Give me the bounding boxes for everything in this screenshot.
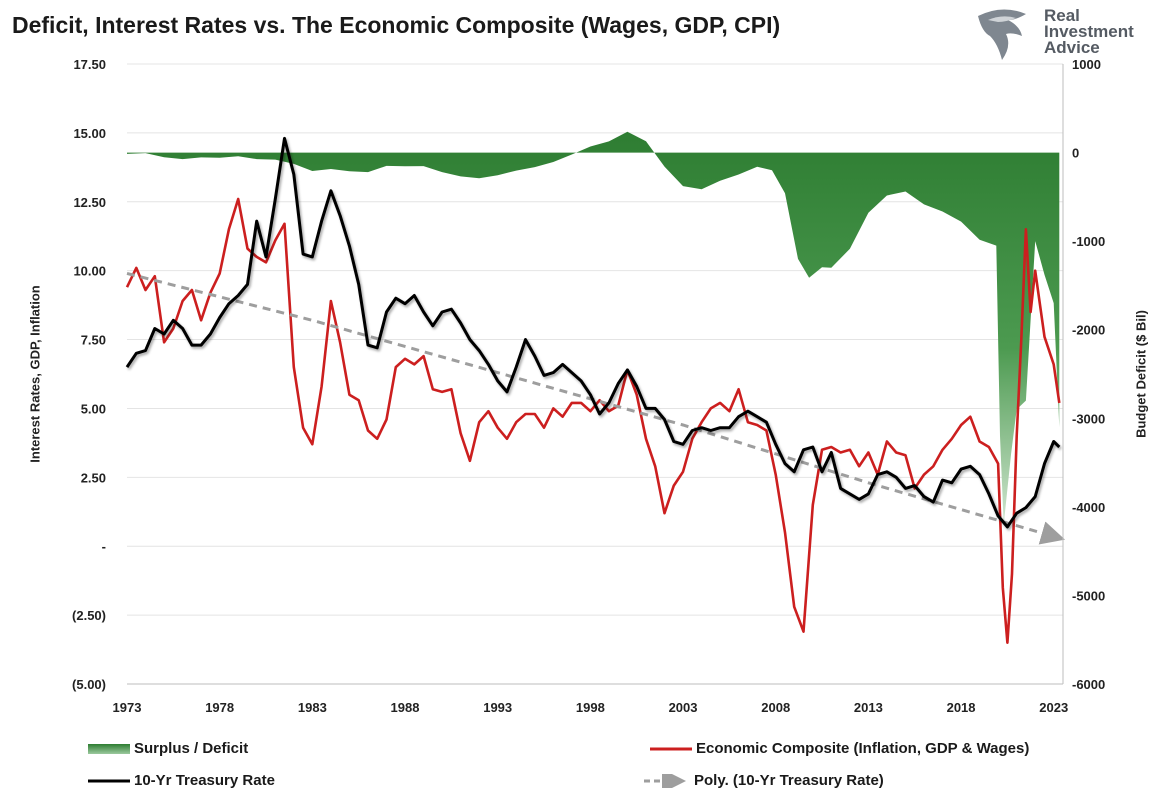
y-axis-label-left: Interest Rates, GDP, Inflation	[27, 285, 43, 463]
y-tick-label: 5.00	[81, 401, 106, 416]
y-tick-label: 10.00	[73, 264, 106, 279]
y-tick-label: (5.00)	[72, 677, 106, 692]
x-tick-label: 2003	[669, 700, 698, 715]
legend-swatch-economic	[650, 747, 692, 750]
y-tick-label: 2.50	[81, 470, 106, 485]
x-tick-label: 2008	[761, 700, 790, 715]
legend-swatch-deficit	[88, 743, 130, 754]
legend-swatch-treasury	[88, 779, 130, 782]
x-tick-label: 1973	[113, 700, 142, 715]
y2-tick-label: -6000	[1072, 677, 1105, 692]
treasury-rate-line	[125, 136, 1061, 529]
legend-label-economic: Economic Composite (Inflation, GDP & Wag…	[696, 740, 1030, 757]
x-tick-label: 2023	[1039, 700, 1068, 715]
deficit-area	[127, 131, 1060, 525]
y-tick-label: 12.50	[73, 195, 106, 210]
x-tick-label: 1998	[576, 700, 605, 715]
legend-item-poly: Poly. (10-Yr Treasury Rate)	[642, 772, 884, 789]
legend-item-deficit: Surplus / Deficit	[88, 740, 248, 757]
y2-tick-label: -1000	[1072, 234, 1105, 249]
legend-label-treasury: 10-Yr Treasury Rate	[134, 772, 275, 789]
x-tick-label: 2013	[854, 700, 883, 715]
logo-line-1: Real	[1044, 6, 1080, 25]
x-tick-label: 1983	[298, 700, 327, 715]
y2-tick-label: -3000	[1072, 411, 1105, 426]
logo-line-3: Advice	[1044, 38, 1100, 57]
eagle-head-icon	[978, 9, 1026, 61]
gridlines	[127, 63, 1063, 685]
y2-tick-label: -2000	[1072, 323, 1105, 338]
y-tick-label: 15.00	[73, 126, 106, 141]
y-tick-label: 7.50	[81, 333, 106, 348]
y2-tick-label: 1000	[1072, 57, 1101, 72]
line-layer	[125, 136, 1066, 644]
logo-text: Real Investment Advice	[1044, 6, 1134, 57]
y-axis-label-right: Budget Deficit ($ Bil)	[1133, 310, 1149, 438]
legend-label-poly: Poly. (10-Yr Treasury Rate)	[694, 772, 884, 789]
legend-label-deficit: Surplus / Deficit	[134, 740, 249, 757]
deficit-area-layer	[127, 131, 1060, 525]
legend-item-economic: Economic Composite (Inflation, GDP & Wag…	[650, 740, 1029, 757]
poly-trend-line	[126, 271, 1066, 545]
chart-title: Deficit, Interest Rates vs. The Economic…	[12, 12, 781, 38]
x-tick-label: 1993	[483, 700, 512, 715]
legend-item-treasury: 10-Yr Treasury Rate	[88, 772, 275, 789]
y2-tick-label: -5000	[1072, 588, 1105, 603]
x-tick-label: 1988	[391, 700, 420, 715]
x-tick-label: 1978	[205, 700, 234, 715]
y2-tick-label: -4000	[1072, 500, 1105, 515]
y2-tick-label: 0	[1072, 146, 1079, 161]
y-tick-label: 17.50	[73, 57, 106, 72]
brand-logo: Real Investment Advice	[972, 6, 1162, 64]
y-tick-label: -	[102, 539, 106, 554]
legend-swatch-poly	[644, 773, 686, 788]
axis-labels: 17.50 15.00 12.50 10.00 7.50 5.00 2.50 - (2.50) (…	[72, 57, 1105, 715]
economic-composite-line	[125, 197, 1061, 644]
x-tick-label: 2018	[947, 700, 976, 715]
logo-line-2: Investment	[1044, 22, 1134, 41]
y-tick-label: (2.50)	[72, 608, 106, 623]
